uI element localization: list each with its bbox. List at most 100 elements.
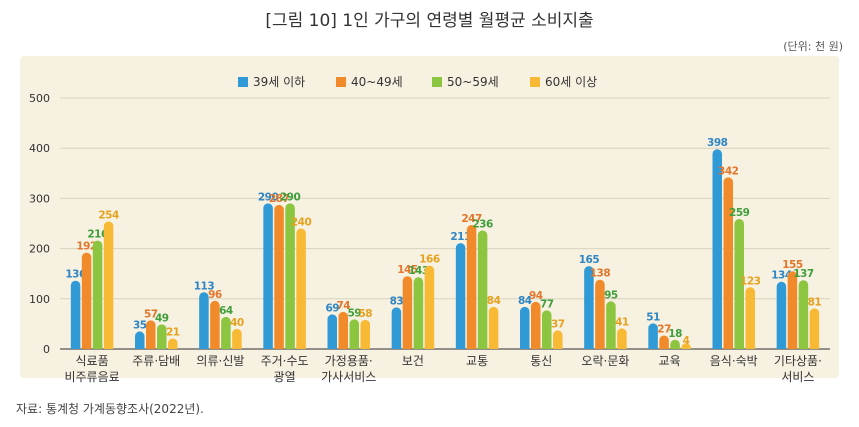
- data-label: 4: [683, 335, 690, 347]
- data-label: 58: [358, 308, 372, 320]
- y-tick-label: 200: [29, 243, 50, 256]
- bar: [553, 330, 563, 349]
- x-tick-label: 의류·신발: [196, 354, 244, 368]
- x-tick-label: 주거·수도: [261, 354, 309, 368]
- data-label: 64: [219, 305, 233, 317]
- bar: [776, 281, 787, 349]
- data-label: 287: [269, 193, 290, 205]
- data-label: 81: [808, 296, 822, 308]
- bar: [723, 177, 733, 349]
- y-tick-label: 0: [43, 343, 50, 356]
- bar: [520, 306, 530, 349]
- legend-label: 60세 이상: [545, 75, 597, 89]
- data-label: 94: [529, 290, 543, 302]
- x-tick-label: 기타상품·: [774, 354, 822, 368]
- bar: [745, 287, 755, 349]
- data-label: 137: [793, 268, 814, 280]
- bar: [274, 204, 284, 349]
- bar: [391, 307, 402, 349]
- bar: [135, 331, 145, 349]
- bar: [648, 323, 658, 349]
- bar: [617, 328, 627, 349]
- bar: [70, 280, 81, 349]
- bar: [360, 319, 370, 349]
- bar: [338, 311, 348, 349]
- x-tick-label: 광열: [274, 370, 296, 384]
- data-label: 96: [208, 289, 222, 301]
- bar: [232, 328, 242, 349]
- data-label: 77: [540, 298, 554, 310]
- bar: [296, 228, 306, 349]
- bar: [455, 243, 466, 349]
- x-tick-label: 가정용품·: [325, 354, 373, 368]
- bar: [146, 320, 156, 349]
- data-label: 59: [347, 307, 361, 319]
- legend-swatch: [238, 77, 248, 87]
- chart-title: [그림 10] 1인 가구의 연령별 월평균 소비지출: [265, 11, 594, 31]
- bar: [798, 280, 809, 349]
- data-label: 192: [76, 241, 97, 253]
- x-tick-label: 보건: [402, 354, 424, 368]
- legend-label: 50~59세: [447, 75, 499, 89]
- data-label: 143: [408, 265, 429, 277]
- data-label: 84: [487, 295, 501, 307]
- data-label: 35: [133, 319, 147, 331]
- x-tick-label: 오락·문화: [581, 354, 629, 368]
- bar: [584, 266, 594, 349]
- data-label: 165: [579, 254, 600, 266]
- data-label: 27: [657, 323, 671, 335]
- bar: [488, 306, 499, 349]
- data-label: 21: [166, 326, 180, 338]
- bar: [606, 301, 616, 349]
- data-label: 166: [419, 254, 440, 266]
- bar: [595, 279, 605, 349]
- y-axis: 0 100 200 300 400 500: [29, 92, 50, 356]
- x-tick-label: 주류·담배: [132, 354, 180, 368]
- legend-label: 40~49세: [351, 75, 403, 89]
- x-tick-label: 음식·숙박: [710, 354, 758, 368]
- data-label: 84: [518, 295, 532, 307]
- data-label: 113: [194, 280, 215, 292]
- x-tick-label: 가사서비스: [321, 370, 376, 384]
- bar: [531, 301, 541, 349]
- legend: 39세 이하 40~49세 50~59세 60세 이상: [238, 75, 597, 89]
- bar: [787, 271, 798, 349]
- legend-label: 39세 이하: [253, 75, 305, 89]
- data-label: 240: [291, 217, 312, 229]
- data-label: 123: [740, 275, 761, 287]
- data-label: 83: [390, 295, 404, 307]
- bar: [168, 338, 178, 349]
- bar: [712, 149, 722, 349]
- unit-label: (단위: 천 원): [783, 40, 843, 53]
- data-label: 155: [782, 259, 803, 271]
- data-label: 290: [280, 191, 301, 203]
- bar: [92, 240, 103, 349]
- bar: [477, 230, 488, 349]
- data-label: 69: [325, 302, 339, 314]
- bar: [199, 292, 209, 349]
- bar: [809, 308, 820, 349]
- legend-swatch: [530, 77, 540, 87]
- bar: [210, 300, 220, 349]
- data-label: 342: [718, 165, 739, 177]
- data-label: 145: [397, 264, 418, 276]
- bar: [542, 310, 552, 349]
- data-label: 247: [461, 213, 482, 225]
- y-tick-label: 100: [29, 293, 50, 306]
- legend-swatch: [432, 77, 442, 87]
- y-tick-label: 300: [29, 192, 50, 205]
- x-tick-label: 교통: [466, 354, 488, 368]
- source-note: 자료: 통계청 가계동향조사(2022년).: [16, 402, 204, 416]
- bar: [103, 221, 114, 349]
- x-tick-label: 통신: [530, 354, 552, 368]
- x-tick-label: 서비스: [781, 370, 814, 384]
- data-label: 259: [729, 207, 750, 219]
- data-label: 138: [590, 268, 611, 280]
- bar: [670, 339, 680, 349]
- data-label: 254: [98, 209, 119, 221]
- data-label: 136: [65, 269, 86, 281]
- data-label: 57: [144, 308, 158, 320]
